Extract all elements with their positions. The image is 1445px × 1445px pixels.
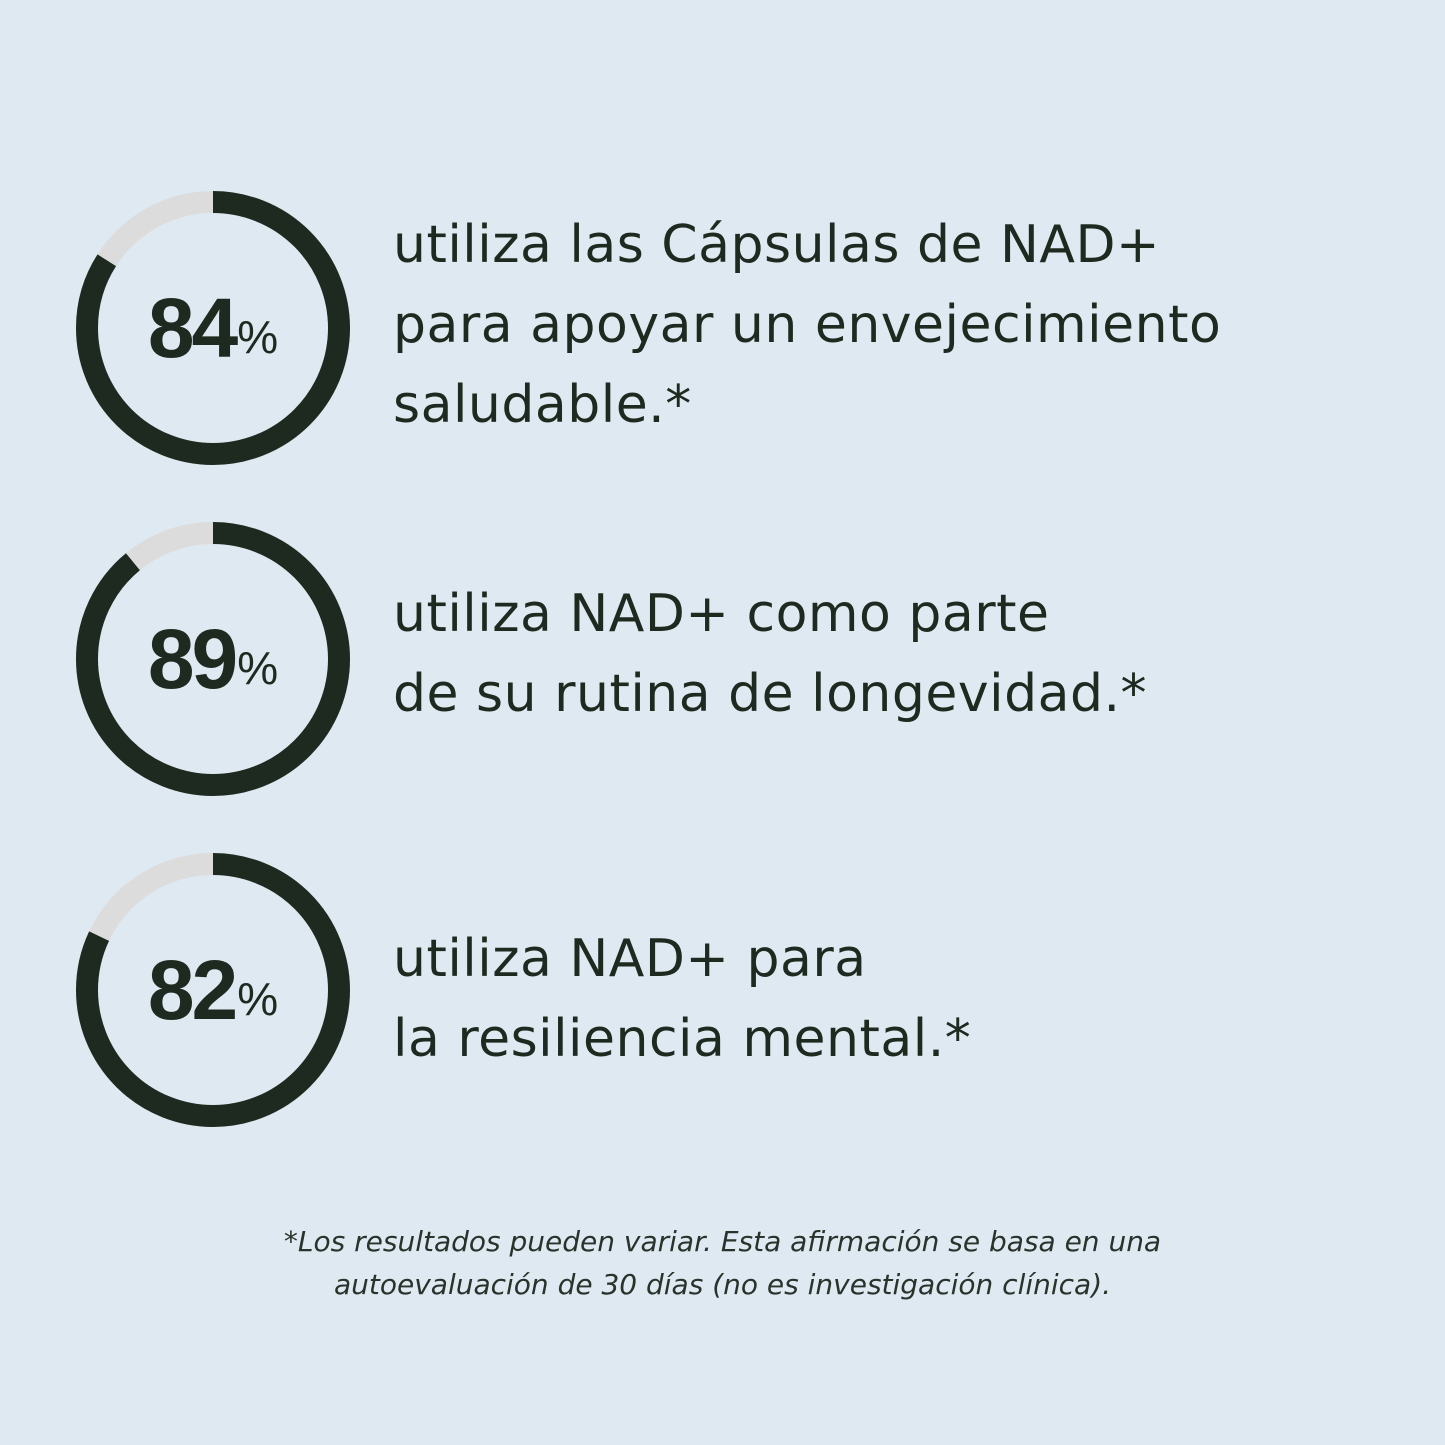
stat-1: 84% utiliza las Cápsulas de NAD+ para ap… — [0, 191, 1445, 481]
ring-arc — [76, 853, 350, 1127]
ring-arc — [76, 522, 350, 796]
stat-number: 89 — [147, 611, 238, 706]
stat-value: 84% — [76, 191, 350, 465]
stat-number: 82 — [147, 942, 238, 1037]
stat-value: 89% — [76, 522, 350, 796]
percent-sign: % — [237, 311, 279, 363]
description-line: para apoyar un envejecimiento — [393, 295, 1222, 355]
description-line: la resiliencia mental.* — [393, 1009, 972, 1069]
stat-description: utiliza NAD+ para la resiliencia mental.… — [393, 919, 971, 1079]
percent-sign: % — [237, 973, 279, 1025]
description-line: utiliza NAD+ para — [393, 929, 867, 989]
description-line: de su rutina de longevidad.* — [393, 664, 1148, 724]
stat-description: utiliza NAD+ como parte de su rutina de … — [393, 574, 1147, 734]
percent-sign: % — [237, 642, 279, 694]
stat-description: utiliza las Cápsulas de NAD+ para apoyar… — [393, 205, 1221, 445]
progress-ring — [76, 191, 350, 465]
progress-ring — [76, 853, 350, 1127]
stat-value: 82% — [76, 853, 350, 1127]
progress-ring — [76, 522, 350, 796]
stat-number: 84 — [147, 280, 238, 375]
footnote-line: autoevaluación de 30 días (no es investi… — [333, 1268, 1112, 1301]
footnote: *Los resultados pueden variar. Esta afir… — [0, 1220, 1445, 1306]
footnote-line: *Los resultados pueden variar. Esta afir… — [283, 1225, 1162, 1258]
description-line: saludable.* — [393, 375, 692, 435]
stat-2: 89% utiliza NAD+ como parte de su rutina… — [0, 522, 1445, 812]
description-line: utiliza las Cápsulas de NAD+ — [393, 215, 1161, 275]
stat-3: 82% utiliza NAD+ para la resiliencia men… — [0, 853, 1445, 1143]
ring-arc — [76, 191, 350, 465]
description-line: utiliza NAD+ como parte — [393, 584, 1050, 644]
